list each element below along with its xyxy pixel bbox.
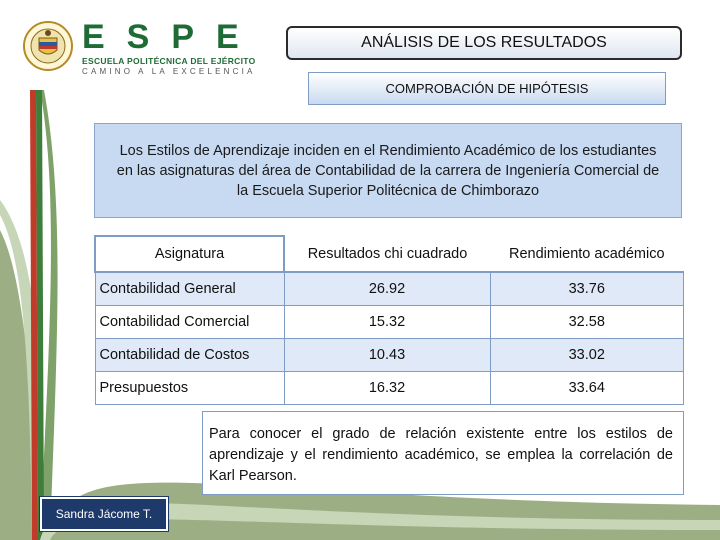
hypothesis-box: Los Estilos de Aprendizaje inciden en el…	[94, 123, 682, 218]
espe-logo-line2: CAMINO A LA EXCELENCIA	[82, 67, 256, 76]
table-header-row: Asignatura Resultados chi cuadrado Rendi…	[94, 235, 684, 273]
cell-rendimiento: 33.02	[489, 338, 684, 372]
table-row: Contabilidad Comercial 15.32 32.58	[94, 305, 684, 339]
cell-chi-cuadrado: 16.32	[283, 371, 491, 405]
cell-chi-cuadrado: 10.43	[283, 338, 491, 372]
cell-chi-cuadrado: 15.32	[283, 305, 491, 339]
header-asignatura: Asignatura	[94, 235, 285, 273]
page-subtitle: COMPROBACIÓN DE HIPÓTESIS	[308, 72, 666, 105]
espe-logo-word: ESPE	[82, 18, 261, 56]
table-row: Contabilidad de Costos 10.43 33.02	[94, 338, 684, 372]
header-chi-cuadrado: Resultados chi cuadrado	[284, 236, 490, 273]
author-badge: Sandra Jácome T.	[39, 496, 169, 532]
cell-rendimiento: 33.76	[489, 271, 684, 306]
espe-logo-line1: ESCUELA POLITÉCNICA DEL EJÉRCITO	[82, 56, 256, 66]
cell-asignatura: Contabilidad General	[94, 271, 285, 306]
cell-rendimiento: 32.58	[489, 305, 684, 339]
note-box: Para conocer el grado de relación existe…	[202, 411, 684, 495]
results-table: Asignatura Resultados chi cuadrado Rendi…	[94, 235, 684, 405]
hypothesis-text: Los Estilos de Aprendizaje inciden en el…	[116, 142, 660, 199]
header-rendimiento: Rendimiento académico	[490, 236, 684, 273]
cell-asignatura: Presupuestos	[94, 371, 285, 405]
note-text: Para conocer el grado de relación existe…	[209, 426, 673, 484]
cell-asignatura: Contabilidad de Costos	[94, 338, 285, 372]
table-row: Contabilidad General 26.92 33.76	[94, 271, 684, 306]
espe-seal-icon	[23, 21, 73, 71]
cell-chi-cuadrado: 26.92	[283, 271, 491, 306]
page-title: ANÁLISIS DE LOS RESULTADOS	[286, 26, 682, 60]
cell-rendimiento: 33.64	[489, 371, 684, 405]
table-row: Presupuestos 16.32 33.64	[94, 371, 684, 405]
cell-asignatura: Contabilidad Comercial	[94, 305, 285, 339]
